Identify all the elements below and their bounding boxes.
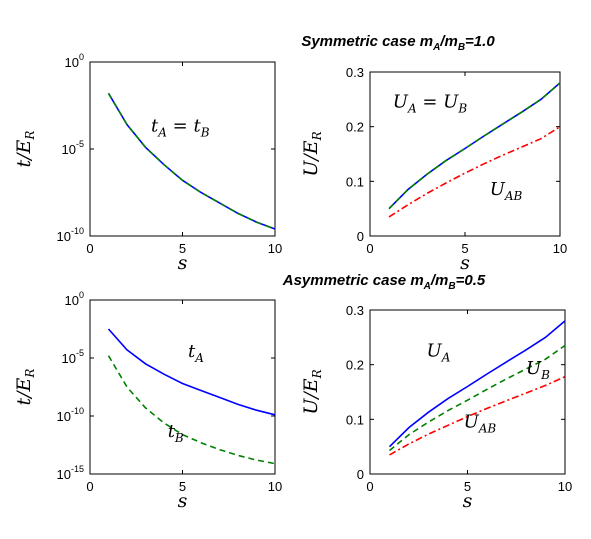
y-tick-label: 0.2: [346, 358, 364, 373]
y-tick-label: 10-10: [57, 226, 84, 244]
series-line-blue: [107, 328, 276, 416]
x-axis-label: s: [463, 490, 473, 512]
y-axis-label: t/ER: [13, 131, 37, 168]
curve-annotation: UAB: [464, 412, 497, 436]
y-tick-label: 0: [357, 229, 364, 244]
plot-frame: [89, 61, 276, 237]
series-line-green: [107, 92, 276, 230]
x-tick-label: 0: [86, 479, 93, 494]
curve-annotation: UA = UB: [393, 92, 468, 116]
series-line-blue: [388, 82, 561, 210]
y-axis-label: U/ER: [300, 369, 324, 414]
curve-annotation: tA = tB: [151, 116, 210, 140]
top-section-title: Symmetric case mA/mB=1.0: [301, 33, 495, 53]
x-tick-label: 0: [366, 241, 373, 256]
curve-annotation: UA: [427, 340, 451, 364]
x-tick-label: 10: [553, 241, 567, 256]
series-line-blue: [388, 320, 566, 448]
x-axis-label: s: [460, 252, 470, 274]
x-tick-label: 5: [464, 479, 471, 494]
curve-annotation: UAB: [490, 179, 523, 203]
y-tick-label: 0.1: [346, 412, 364, 427]
chart-bottom-right: 0 5 10 0 0.1 0.2 0.3 s U/ER UA UB UAB: [300, 303, 572, 512]
x-tick-label: 10: [268, 241, 282, 256]
y-tick-label: 0.1: [346, 174, 364, 189]
y-tick-label: 0.3: [346, 303, 364, 318]
plot-frame: [89, 299, 276, 475]
curve-annotation: UB: [526, 358, 550, 382]
x-tick-label: 10: [268, 479, 282, 494]
y-tick-label: 0: [357, 467, 364, 482]
series-line-red: [389, 375, 566, 456]
y-tick-label: 100: [65, 290, 84, 308]
y-axis-label: t/ER: [13, 369, 37, 406]
x-tick-label: 5: [179, 241, 186, 256]
y-tick-label: 10-10: [57, 406, 84, 424]
y-tick-label: 10-5: [62, 139, 84, 157]
x-axis-label: s: [178, 252, 188, 274]
y-tick-label: 10-15: [57, 464, 84, 482]
x-tick-label: 5: [461, 241, 468, 256]
chart-top-left: 0 5 10 100 10-5 10-10 s t/ER tA = tB: [13, 52, 282, 274]
series-line-red: [388, 126, 561, 218]
y-tick-label: 0.3: [346, 65, 364, 80]
x-tick-label: 5: [179, 479, 186, 494]
x-tick-label: 0: [86, 241, 93, 256]
chart-bottom-left: 0 5 10 100 10-5 10-10 10-15 s t/ER tA tB: [13, 290, 282, 512]
y-tick-label: 100: [65, 52, 84, 70]
y-tick-label: 10-5: [62, 348, 84, 366]
x-tick-label: 10: [558, 479, 572, 494]
x-axis-label: s: [178, 490, 188, 512]
chart-top-right: 0 5 10 0 0.1 0.2 0.3 s U/ER UA = UB UAB: [300, 65, 567, 274]
series-line-green: [107, 355, 276, 465]
series-line-green: [388, 344, 566, 452]
y-axis-label: U/ER: [300, 131, 324, 176]
curve-annotation: tA: [188, 341, 204, 365]
bottom-section-title: Asymmetric case mA/mB=0.5: [282, 272, 486, 292]
curve-annotation: tB: [168, 421, 184, 445]
y-tick-label: 0.2: [346, 120, 364, 135]
x-tick-label: 0: [366, 479, 373, 494]
